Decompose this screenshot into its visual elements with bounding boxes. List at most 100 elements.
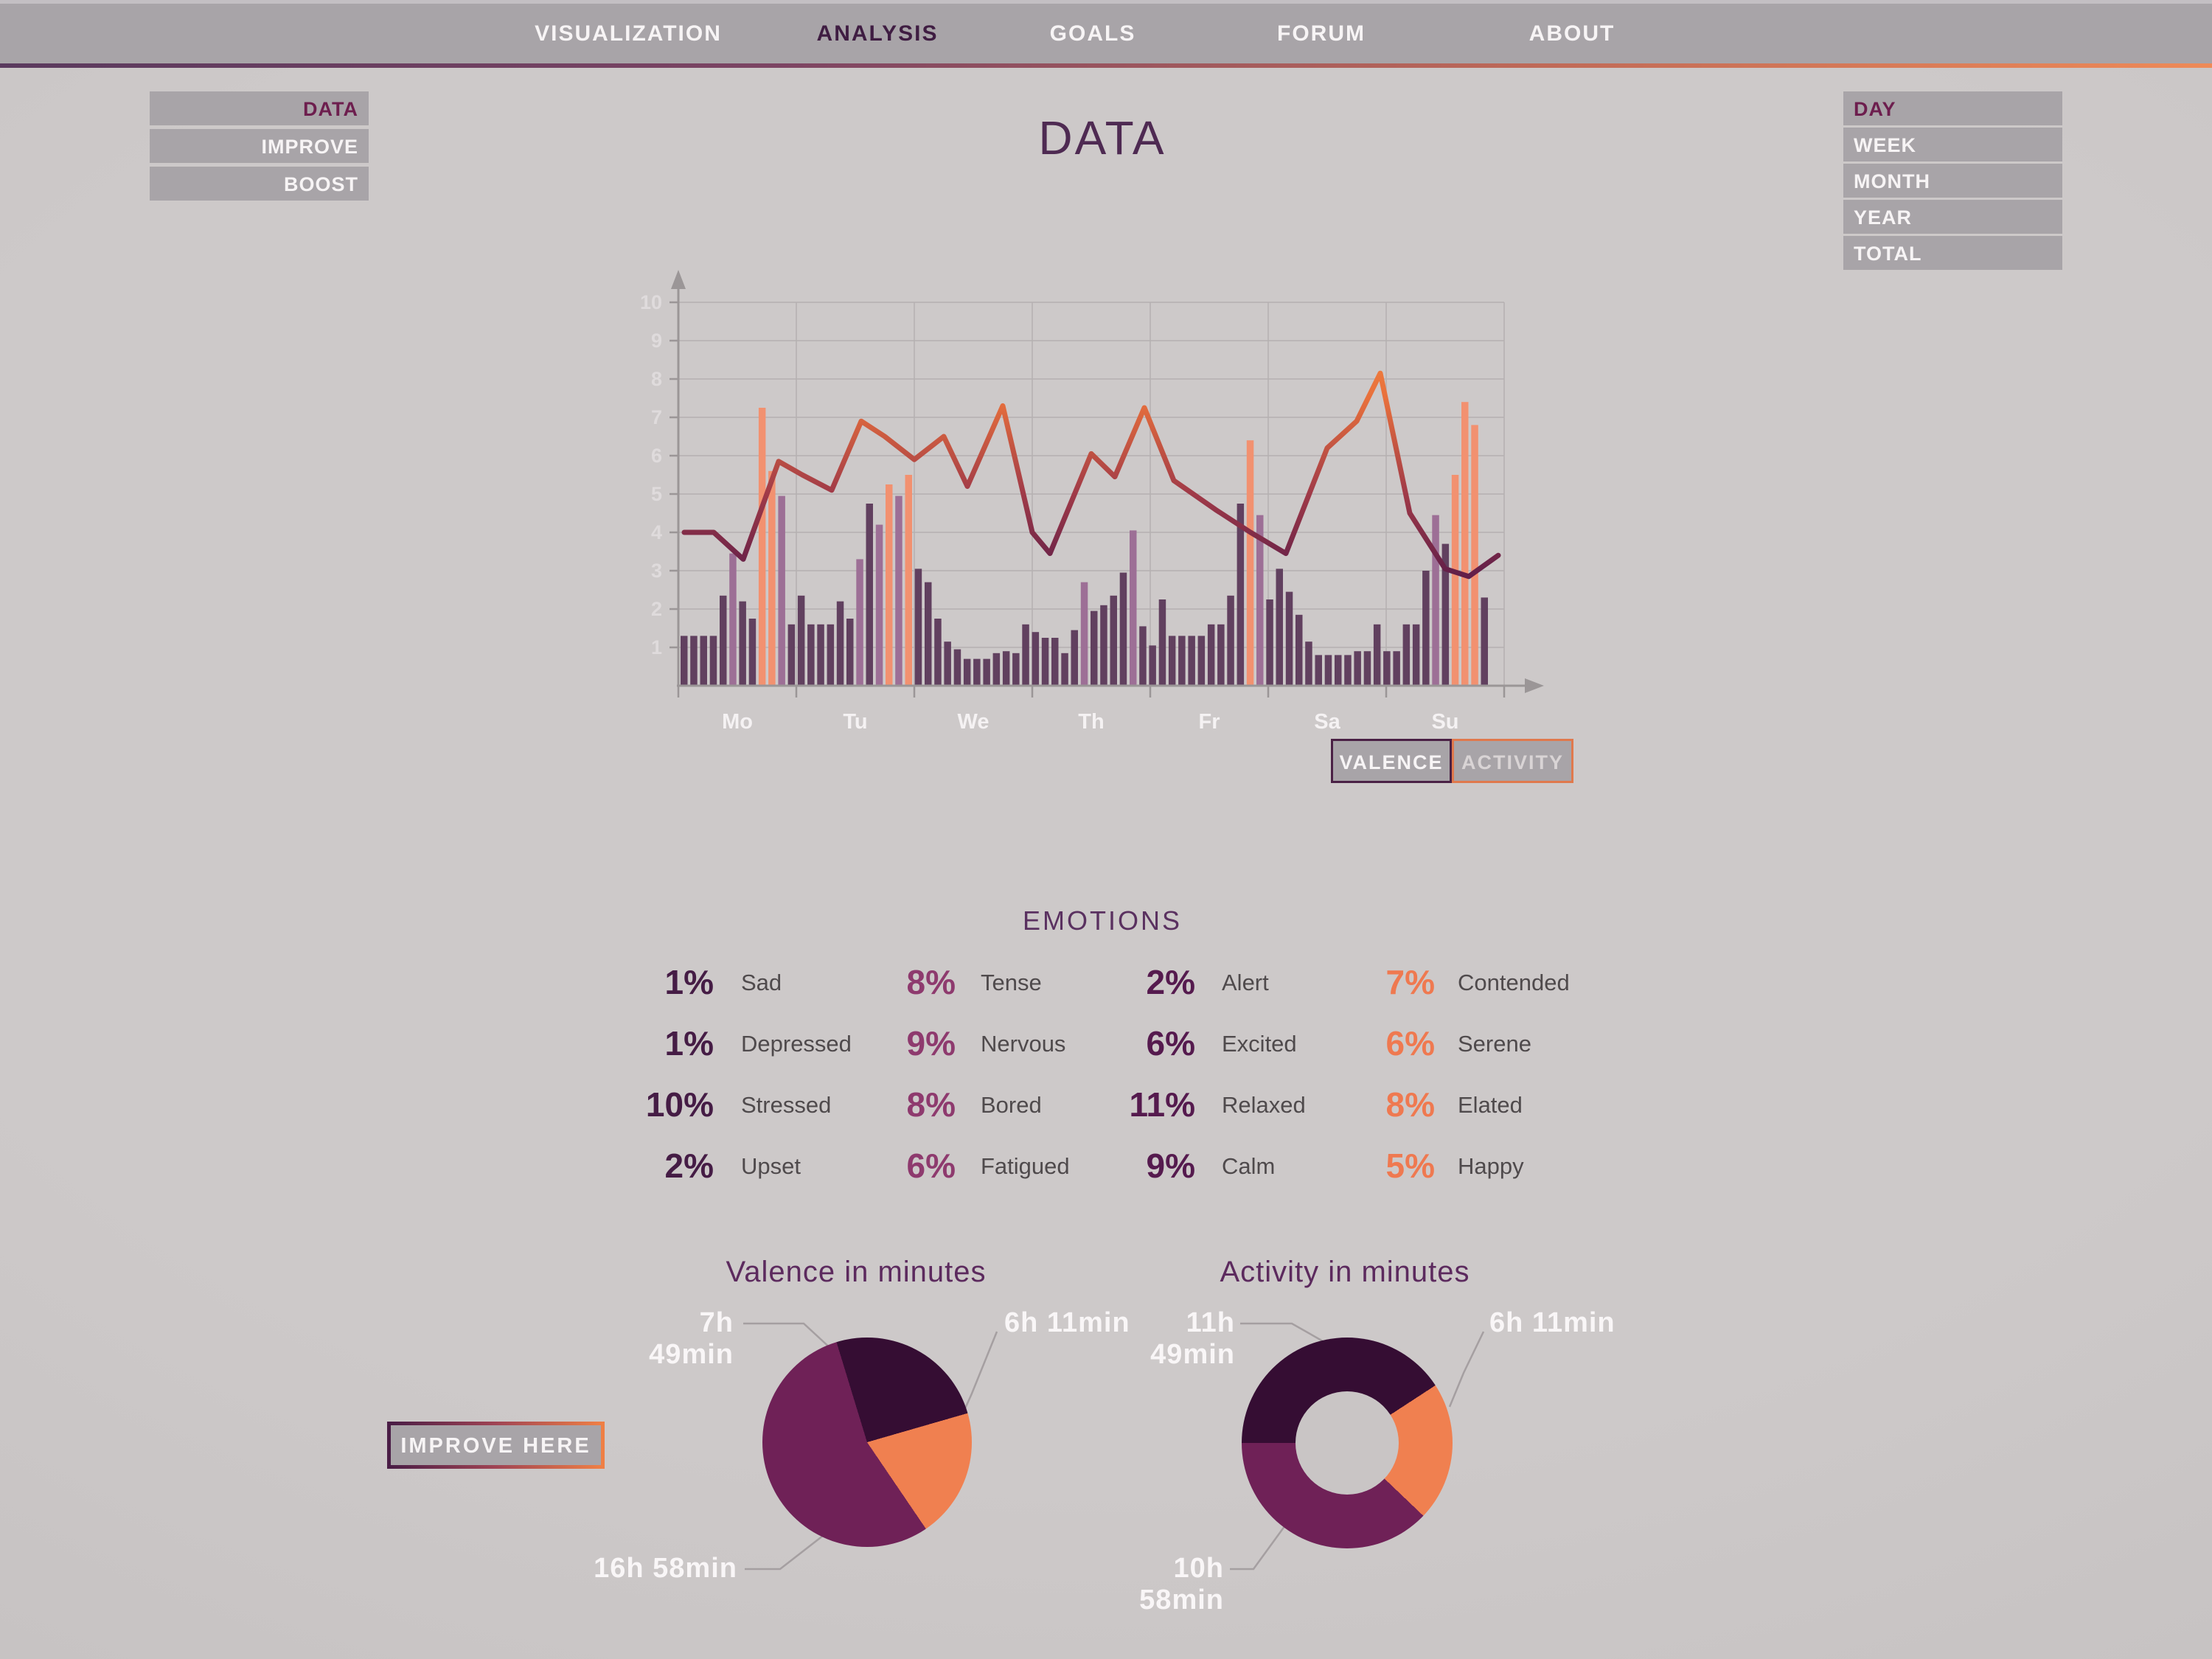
bar: [1217, 624, 1225, 686]
activity-slice-label-dark: 11h 49min: [1150, 1307, 1235, 1370]
bar: [768, 470, 776, 686]
day-label: We: [958, 710, 990, 734]
emotion-percent: 6%: [1146, 1024, 1195, 1062]
bar: [944, 641, 951, 686]
valence-toggle-button[interactable]: VALENCE: [1331, 739, 1452, 783]
emotion-label: Calm: [1222, 1153, 1276, 1179]
nav-item-about[interactable]: ABOUT: [1528, 21, 1615, 46]
nav-item-analysis[interactable]: ANALYSIS: [816, 21, 939, 46]
bar: [1432, 515, 1439, 686]
svg-text:4: 4: [651, 521, 662, 543]
bar: [886, 484, 893, 686]
bar: [992, 653, 1001, 686]
bar: [1461, 402, 1469, 686]
bar: [1002, 651, 1010, 686]
bar: [1441, 543, 1450, 686]
emotion-percent: 6%: [1385, 1024, 1435, 1062]
bar: [905, 475, 912, 686]
range-item-year[interactable]: YEAR: [1843, 200, 2062, 234]
emotion-percent: 5%: [1385, 1147, 1435, 1185]
emotion-label: Upset: [741, 1153, 801, 1179]
emotion-label: Nervous: [981, 1031, 1066, 1057]
activity-slice-label-plum: 10h 58min: [1139, 1553, 1224, 1615]
bar: [720, 595, 727, 686]
bar: [778, 495, 785, 686]
bar: [1071, 630, 1078, 686]
sidebar-item-boost[interactable]: BOOST: [150, 167, 369, 201]
bar: [1324, 655, 1332, 686]
activity-toggle-button[interactable]: ACTIVITY: [1452, 739, 1573, 783]
range-item-total[interactable]: TOTAL: [1843, 236, 2062, 270]
bar: [953, 649, 961, 686]
bar: [1305, 641, 1312, 686]
bar: [1022, 624, 1029, 686]
nav-top-highlight: [0, 0, 2212, 4]
bar: [681, 636, 688, 686]
svg-text:3: 3: [651, 560, 662, 582]
range-item-day[interactable]: DAY: [1843, 91, 2062, 125]
range-item-week[interactable]: WEEK: [1843, 128, 2062, 161]
sidebar-item-data[interactable]: DATA: [150, 91, 369, 125]
svg-text:7: 7: [651, 406, 662, 428]
bar: [807, 624, 815, 686]
svg-text:10: 10: [640, 291, 662, 313]
emotions-heading: EMOTIONS: [1022, 905, 1182, 936]
bar: [1383, 651, 1391, 686]
emotion-label: Excited: [1222, 1031, 1297, 1057]
emotion-percent: 7%: [1385, 963, 1435, 1001]
day-label: Fr: [1199, 710, 1220, 734]
chart-bars: [681, 402, 1488, 686]
nav-item-goals[interactable]: GOALS: [1049, 21, 1136, 46]
bar: [1481, 597, 1488, 686]
improve-here-button[interactable]: IMPROVE HERE: [387, 1422, 605, 1469]
sidebar-item-improve[interactable]: IMPROVE: [150, 129, 369, 163]
emotion-percent: 8%: [1385, 1085, 1435, 1124]
valence-slice-label-orange: 6h 11min: [1004, 1307, 1130, 1338]
bar: [1130, 530, 1137, 686]
bar: [963, 658, 971, 686]
bar: [817, 624, 824, 686]
emotion-label: Depressed: [741, 1031, 852, 1057]
valence-pie: [762, 1338, 972, 1547]
nav-item-visualization[interactable]: VISUALIZATION: [535, 21, 722, 46]
donut-hole: [1295, 1391, 1399, 1495]
emotion-percent: 9%: [906, 1024, 956, 1062]
bar: [1178, 636, 1186, 686]
bar: [1471, 425, 1478, 686]
bar: [827, 624, 835, 686]
bar: [1041, 638, 1049, 686]
emotion-percent: 1%: [664, 963, 714, 1001]
page-title: DATA: [1038, 111, 1166, 164]
bar: [914, 568, 922, 686]
bar: [1080, 582, 1088, 686]
bar: [1227, 595, 1234, 686]
bar: [700, 636, 707, 686]
activity-slice-label-orange: 6h 11min: [1489, 1307, 1615, 1338]
svg-text:1: 1: [651, 636, 662, 658]
bar: [1197, 636, 1206, 686]
bar: [1032, 632, 1040, 686]
emotion-label: Tense: [981, 970, 1042, 995]
bar: [1091, 611, 1098, 686]
emotion-label: Fatigued: [981, 1153, 1070, 1179]
bar: [1149, 645, 1156, 686]
valence-activity-chart: 1 2 3 4 5 6 7 8 9 10 Mo Tu We Th Fr Sa Su: [640, 270, 1544, 734]
bar: [1402, 624, 1411, 686]
range-item-month[interactable]: MONTH: [1843, 164, 2062, 198]
bar: [1373, 624, 1381, 686]
day-label: Tu: [843, 710, 867, 734]
bar: [895, 495, 902, 686]
emotion-percent: 9%: [1146, 1147, 1195, 1185]
bar: [709, 636, 717, 686]
emotion-label: Serene: [1458, 1031, 1531, 1057]
emotion-percent: 6%: [906, 1147, 956, 1185]
bar: [983, 658, 990, 686]
emotion-percent: 2%: [1146, 963, 1195, 1001]
nav-gradient-underline: [0, 63, 2212, 68]
emotion-percent: 11%: [1129, 1085, 1195, 1124]
emotion-percent: 10%: [645, 1085, 714, 1124]
bar: [973, 658, 981, 686]
emotion-label: Relaxed: [1222, 1092, 1306, 1118]
emotion-label: Happy: [1458, 1153, 1524, 1179]
nav-item-forum[interactable]: FORUM: [1277, 21, 1366, 46]
